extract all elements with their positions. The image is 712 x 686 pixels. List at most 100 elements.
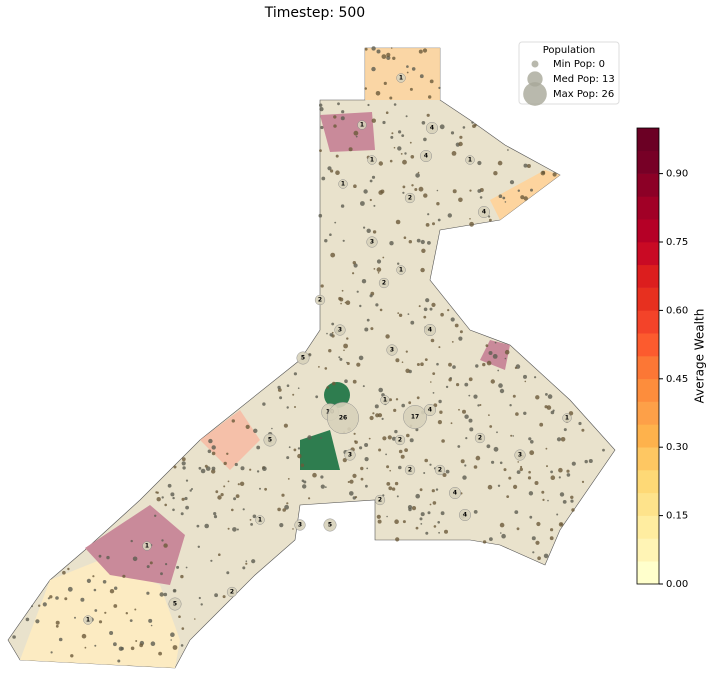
- settlement-dot: [479, 196, 483, 199]
- settlement-dot: [400, 153, 403, 155]
- settlement-dot: [517, 189, 520, 192]
- settlement-dot: [473, 465, 478, 469]
- settlement-dot: [390, 135, 394, 139]
- settlement-dot: [148, 618, 153, 623]
- settlement-dot: [444, 529, 448, 534]
- settlement-dot: [294, 406, 296, 408]
- settlement-dot: [556, 513, 559, 516]
- settlement-dot: [339, 357, 343, 361]
- settlement-dot: [194, 618, 196, 620]
- settlement-dot: [427, 241, 431, 245]
- region-bubble: [419, 149, 433, 163]
- settlement-dot: [64, 597, 68, 601]
- settlement-dot: [279, 523, 284, 528]
- settlement-dot: [231, 508, 234, 512]
- settlement-dot: [341, 110, 345, 114]
- settlement-dot: [217, 495, 222, 500]
- settlement-dot: [377, 413, 383, 418]
- region-bubble: [386, 344, 398, 356]
- settlement-dot: [345, 300, 351, 306]
- settlement-dot: [407, 313, 410, 315]
- region-label: 1: [370, 157, 374, 164]
- settlement-dot: [383, 81, 387, 85]
- settlement-dot: [218, 553, 221, 556]
- settlement-dot: [283, 423, 288, 428]
- settlement-dot: [544, 405, 548, 409]
- settlement-dot: [324, 367, 328, 370]
- settlement-dot: [208, 438, 213, 444]
- settlement-dot: [277, 507, 281, 512]
- settlement-dot: [445, 385, 449, 389]
- settlement-dot: [485, 344, 489, 347]
- settlement-dot: [409, 438, 414, 443]
- settlement-dot: [386, 55, 391, 61]
- settlement-dot: [462, 409, 466, 414]
- settlement-dot: [365, 484, 368, 488]
- settlement-dot: [122, 574, 126, 578]
- settlement-dot: [279, 396, 283, 400]
- legend-title: Population: [543, 45, 596, 56]
- settlement-dot: [547, 499, 549, 502]
- settlement-dot: [370, 327, 374, 331]
- settlement-dot: [163, 543, 168, 548]
- settlement-dot: [488, 414, 490, 416]
- settlement-dot: [343, 343, 348, 349]
- settlement-dot: [364, 457, 369, 462]
- settlement-dot: [134, 608, 137, 611]
- settlement-dot: [380, 189, 385, 194]
- region-label: 2: [382, 280, 386, 287]
- settlement-dot: [318, 366, 320, 368]
- settlement-dot: [161, 496, 164, 499]
- settlement-dot: [419, 517, 423, 521]
- settlement-dot: [526, 164, 531, 168]
- settlement-dot: [207, 449, 212, 454]
- settlement-dot: [429, 503, 432, 506]
- settlement-dot: [431, 302, 436, 307]
- settlement-dot: [482, 362, 486, 367]
- colorbar-step: [637, 264, 659, 288]
- settlement-dot: [393, 146, 396, 149]
- settlement-dot: [558, 467, 563, 473]
- settlement-dot: [499, 522, 505, 528]
- settlement-dot: [417, 171, 420, 174]
- settlement-dot: [359, 446, 363, 450]
- settlement-dot: [259, 487, 261, 490]
- region-label: 3: [370, 239, 374, 246]
- settlement-dot: [473, 510, 478, 514]
- settlement-dot: [588, 459, 593, 463]
- settlement-dot: [220, 493, 224, 497]
- settlement-dot: [420, 512, 425, 517]
- settlement-dot: [510, 434, 513, 437]
- settlement-dot: [55, 596, 59, 600]
- region-bubble: [404, 464, 416, 476]
- settlement-dot: [514, 510, 519, 514]
- settlement-dot: [515, 412, 519, 416]
- settlement-dot: [92, 575, 95, 578]
- region-bubble: [396, 73, 406, 83]
- settlement-dot: [196, 524, 200, 528]
- region-label: 2: [408, 195, 412, 202]
- settlement-dot: [516, 527, 520, 531]
- settlement-dot: [239, 481, 245, 486]
- settlement-dot: [396, 495, 399, 498]
- settlement-dot: [381, 54, 387, 59]
- settlement-dot: [366, 467, 369, 470]
- settlement-dot: [464, 382, 469, 387]
- settlement-dot: [213, 515, 218, 519]
- settlement-dot: [386, 465, 390, 469]
- settlement-dot: [297, 447, 301, 450]
- settlement-dot: [385, 453, 387, 456]
- settlement-dot: [371, 175, 376, 179]
- colorbar-tick-label: 0.90: [666, 169, 688, 180]
- settlement-dot: [512, 394, 516, 398]
- settlement-dot: [566, 473, 571, 477]
- settlement-dot: [226, 571, 230, 575]
- settlement-dot: [411, 67, 416, 71]
- settlement-dot: [488, 351, 493, 355]
- settlement-dot: [542, 498, 545, 501]
- settlement-dot: [352, 473, 357, 478]
- settlement-dot: [324, 486, 327, 488]
- settlement-dot: [360, 201, 365, 206]
- settlement-dot: [191, 488, 193, 490]
- settlement-dot: [98, 620, 103, 624]
